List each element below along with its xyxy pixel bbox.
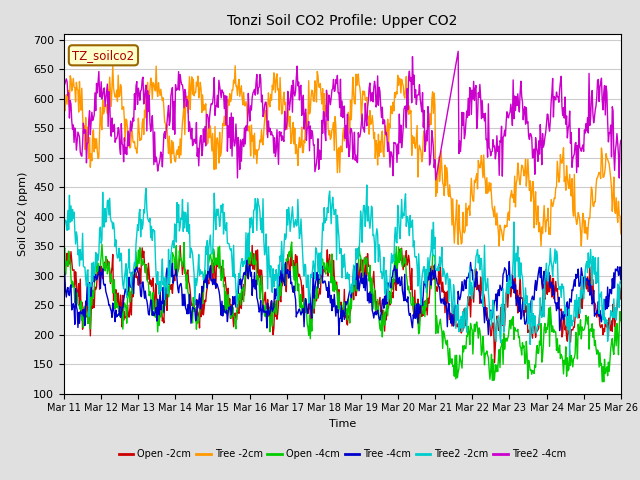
Open -2cm	[491, 360, 499, 366]
Tree -2cm	[411, 144, 419, 149]
Tree2 -4cm	[617, 137, 625, 143]
Line: Tree2 -2cm: Tree2 -2cm	[64, 185, 621, 356]
Open -2cm	[411, 288, 419, 293]
Tree -2cm	[231, 63, 239, 69]
Tree -2cm	[617, 231, 625, 237]
Tree -2cm	[428, 121, 435, 127]
Open -2cm	[60, 276, 68, 281]
Legend: Open -2cm, Tree -2cm, Open -4cm, Tree -4cm, Tree2 -2cm, Tree2 -4cm: Open -2cm, Tree -2cm, Open -4cm, Tree -4…	[115, 445, 570, 463]
Tree -4cm	[412, 315, 419, 321]
Open -4cm	[411, 313, 419, 319]
Tree2 -4cm	[426, 159, 434, 165]
Open -2cm	[214, 264, 221, 269]
Tree -4cm	[617, 280, 625, 286]
Tree2 -4cm	[184, 99, 192, 105]
Tree -2cm	[184, 110, 192, 116]
Line: Tree -4cm: Tree -4cm	[64, 258, 621, 335]
Tree2 -4cm	[214, 93, 221, 98]
Tree2 -2cm	[70, 209, 78, 215]
Tree -4cm	[428, 270, 436, 276]
Open -4cm	[70, 285, 78, 291]
Open -2cm	[127, 312, 135, 318]
Tree2 -4cm	[432, 177, 440, 183]
Open -4cm	[184, 289, 192, 295]
Tree2 -2cm	[428, 248, 435, 253]
Y-axis label: Soil CO2 (ppm): Soil CO2 (ppm)	[17, 171, 28, 256]
Open -4cm	[60, 247, 68, 253]
Tree2 -4cm	[60, 79, 68, 84]
Tree -2cm	[60, 89, 68, 95]
Open -4cm	[428, 286, 435, 292]
Open -2cm	[70, 267, 78, 273]
Tree -2cm	[214, 135, 221, 141]
Open -4cm	[127, 288, 135, 294]
Open -4cm	[214, 262, 221, 267]
X-axis label: Time: Time	[329, 419, 356, 429]
Tree -4cm	[127, 284, 135, 289]
Line: Tree -2cm: Tree -2cm	[64, 66, 621, 246]
Tree -2cm	[70, 84, 78, 90]
Line: Open -2cm: Open -2cm	[64, 245, 621, 363]
Line: Tree2 -4cm: Tree2 -4cm	[64, 51, 621, 180]
Title: Tonzi Soil CO2 Profile: Upper CO2: Tonzi Soil CO2 Profile: Upper CO2	[227, 14, 458, 28]
Tree2 -2cm	[566, 353, 573, 359]
Open -2cm	[184, 267, 192, 273]
Tree2 -2cm	[363, 182, 371, 188]
Tree -2cm	[127, 129, 135, 135]
Tree -4cm	[278, 255, 286, 261]
Tree2 -2cm	[617, 277, 625, 283]
Tree2 -2cm	[214, 213, 221, 218]
Tree2 -2cm	[127, 284, 135, 289]
Tree -4cm	[184, 302, 192, 308]
Open -2cm	[248, 242, 256, 248]
Tree -4cm	[70, 304, 78, 310]
Tree2 -2cm	[184, 200, 192, 205]
Tree2 -2cm	[411, 253, 419, 259]
Open -4cm	[598, 379, 606, 384]
Tree2 -4cm	[410, 72, 418, 78]
Tree2 -4cm	[70, 140, 78, 145]
Tree2 -4cm	[127, 128, 135, 134]
Tree -4cm	[60, 265, 68, 271]
Line: Open -4cm: Open -4cm	[64, 242, 621, 382]
Tree2 -4cm	[454, 48, 462, 54]
Tree -4cm	[335, 332, 343, 337]
Open -4cm	[617, 318, 625, 324]
Open -4cm	[288, 239, 296, 245]
Open -2cm	[428, 264, 435, 269]
Tree -4cm	[214, 282, 221, 288]
Tree2 -2cm	[60, 231, 68, 237]
Tree -2cm	[495, 243, 503, 249]
Open -2cm	[617, 296, 625, 302]
Text: TZ_soilco2: TZ_soilco2	[72, 49, 134, 62]
